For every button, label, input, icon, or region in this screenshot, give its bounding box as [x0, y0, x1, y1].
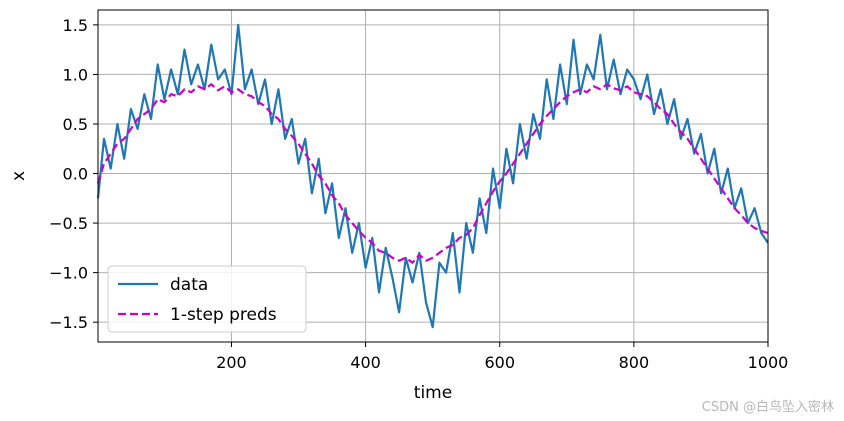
y-axis: −1.5 −1.0 −0.5 0.0 0.5 1.0 1.5 — [49, 16, 98, 332]
watermark: CSDN @白鸟坠入密林 — [701, 400, 834, 415]
legend-label-1-step-preds: 1-step preds — [170, 305, 277, 325]
x-axis-title: time — [414, 383, 452, 403]
x-tick-label: 1000 — [748, 353, 789, 372]
legend-label-data: data — [170, 275, 208, 295]
plot-frame — [97, 9, 769, 343]
legend-box — [107, 265, 307, 333]
y-tick-label: −0.5 — [49, 214, 88, 233]
y-tick-label: −1.0 — [49, 264, 88, 283]
x-tick-label: 400 — [350, 353, 381, 372]
y-tick-label: 1.0 — [63, 65, 88, 84]
y-tick-label: 1.5 — [63, 16, 88, 35]
x-axis: 200 400 600 800 1000 — [216, 342, 788, 372]
y-tick-label: 0.0 — [63, 165, 88, 184]
x-tick-label: 800 — [619, 353, 650, 372]
y-tick-label: 0.5 — [63, 115, 88, 134]
x-tick-label: 600 — [484, 353, 515, 372]
series-line-1-step-preds — [96, 83, 769, 264]
grid — [98, 10, 769, 342]
y-tick-label: −1.5 — [49, 313, 88, 332]
x-tick-label: 200 — [216, 353, 247, 372]
y-axis-title: x — [9, 171, 29, 181]
legend: data 1-step preds — [107, 265, 307, 333]
series-layer — [96, 23, 769, 329]
